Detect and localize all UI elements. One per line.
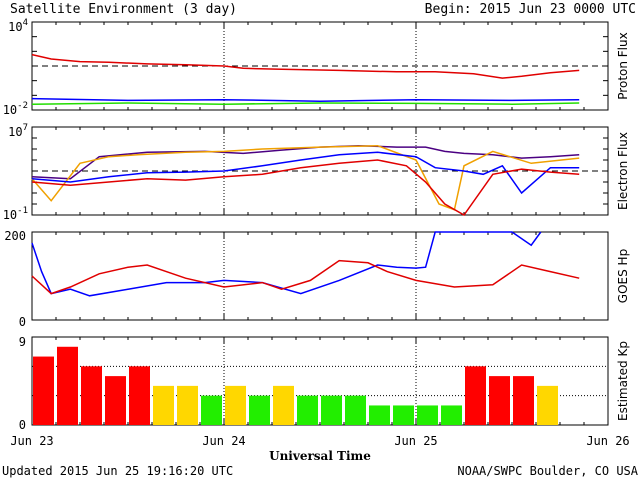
kp-bar bbox=[201, 395, 222, 425]
kp-ytick-top: 9 bbox=[19, 335, 26, 349]
proton-ytick-top: 104 bbox=[8, 18, 28, 34]
kp-grid bbox=[31, 336, 609, 426]
xtick-jun25: Jun 25 bbox=[394, 434, 437, 448]
goes-hp-series bbox=[31, 231, 580, 297]
kp-bar bbox=[345, 395, 366, 425]
electron-panel: 107 10-1 Electron Flux bbox=[3, 123, 630, 222]
electron-series-1 bbox=[31, 144, 580, 211]
xtick-jun26: Jun 26 bbox=[586, 434, 629, 448]
goes-hp-ytick-bottom: 0 bbox=[19, 315, 26, 329]
kp-panel: 9 0 Estimated Kp bbox=[19, 335, 630, 432]
kp-bar bbox=[153, 385, 174, 425]
proton-series-1 bbox=[31, 97, 580, 102]
electron-series bbox=[31, 144, 580, 216]
begin-date: Begin: 2015 Jun 23 0000 UTC bbox=[425, 2, 636, 17]
kp-bar bbox=[417, 405, 438, 425]
electron-frame bbox=[31, 126, 609, 216]
kp-bar bbox=[393, 405, 414, 425]
kp-bar bbox=[465, 366, 486, 425]
kp-bar bbox=[57, 346, 78, 425]
proton-series bbox=[31, 53, 580, 105]
kp-bar bbox=[129, 366, 150, 425]
goes-hp-panel: 200 0 GOES Hp bbox=[4, 229, 630, 329]
xtick-jun24: Jun 24 bbox=[202, 434, 245, 448]
electron-ylabel: Electron Flux bbox=[616, 132, 630, 210]
kp-ylabel: Estimated Kp bbox=[616, 341, 630, 421]
goes-hp-ylabel: GOES Hp bbox=[616, 249, 630, 303]
goes-hp-grid bbox=[31, 232, 609, 320]
kp-bar bbox=[321, 395, 342, 425]
kp-bar bbox=[441, 405, 462, 425]
kp-bar bbox=[81, 366, 102, 425]
goes-hp-series-0 bbox=[31, 231, 542, 297]
electron-series-2 bbox=[31, 151, 580, 195]
x-axis-title: Universal Time bbox=[269, 449, 371, 463]
goes-hp-ytick-top: 200 bbox=[4, 229, 26, 243]
proton-panel: 104 10-2 Proton Flux bbox=[3, 18, 630, 117]
electron-ytick-top: 107 bbox=[8, 123, 28, 139]
kp-bar bbox=[177, 385, 198, 425]
proton-series-0 bbox=[31, 53, 580, 79]
kp-bars bbox=[33, 346, 558, 425]
kp-bar bbox=[225, 385, 246, 425]
proton-ytick-bottom: 10-2 bbox=[3, 101, 28, 117]
electron-ytick-bottom: 10-1 bbox=[3, 206, 28, 222]
kp-bar bbox=[513, 376, 534, 425]
kp-bar bbox=[537, 385, 558, 425]
xtick-jun23: Jun 23 bbox=[10, 434, 53, 448]
proton-series-2 bbox=[31, 102, 580, 105]
proton-grid bbox=[31, 21, 609, 111]
kp-bar bbox=[369, 405, 390, 425]
kp-bar bbox=[249, 395, 270, 425]
electron-grid bbox=[31, 126, 609, 216]
chart-title: Satellite Environment (3 day) bbox=[10, 2, 237, 17]
kp-bar bbox=[33, 356, 54, 425]
kp-bar bbox=[489, 376, 510, 425]
kp-bar bbox=[297, 395, 318, 425]
kp-bar bbox=[273, 385, 294, 425]
source-credit: NOAA/SWPC Boulder, CO USA bbox=[457, 464, 638, 478]
kp-ytick-bottom: 0 bbox=[19, 418, 26, 432]
goes-hp-series-1 bbox=[31, 259, 580, 295]
updated-timestamp: Updated 2015 Jun 25 19:16:20 UTC bbox=[2, 464, 233, 478]
kp-bar bbox=[105, 376, 126, 425]
proton-ylabel: Proton Flux bbox=[616, 32, 630, 99]
proton-frame bbox=[31, 21, 609, 111]
goes-hp-frame bbox=[31, 231, 609, 321]
electron-series-3 bbox=[31, 159, 580, 216]
